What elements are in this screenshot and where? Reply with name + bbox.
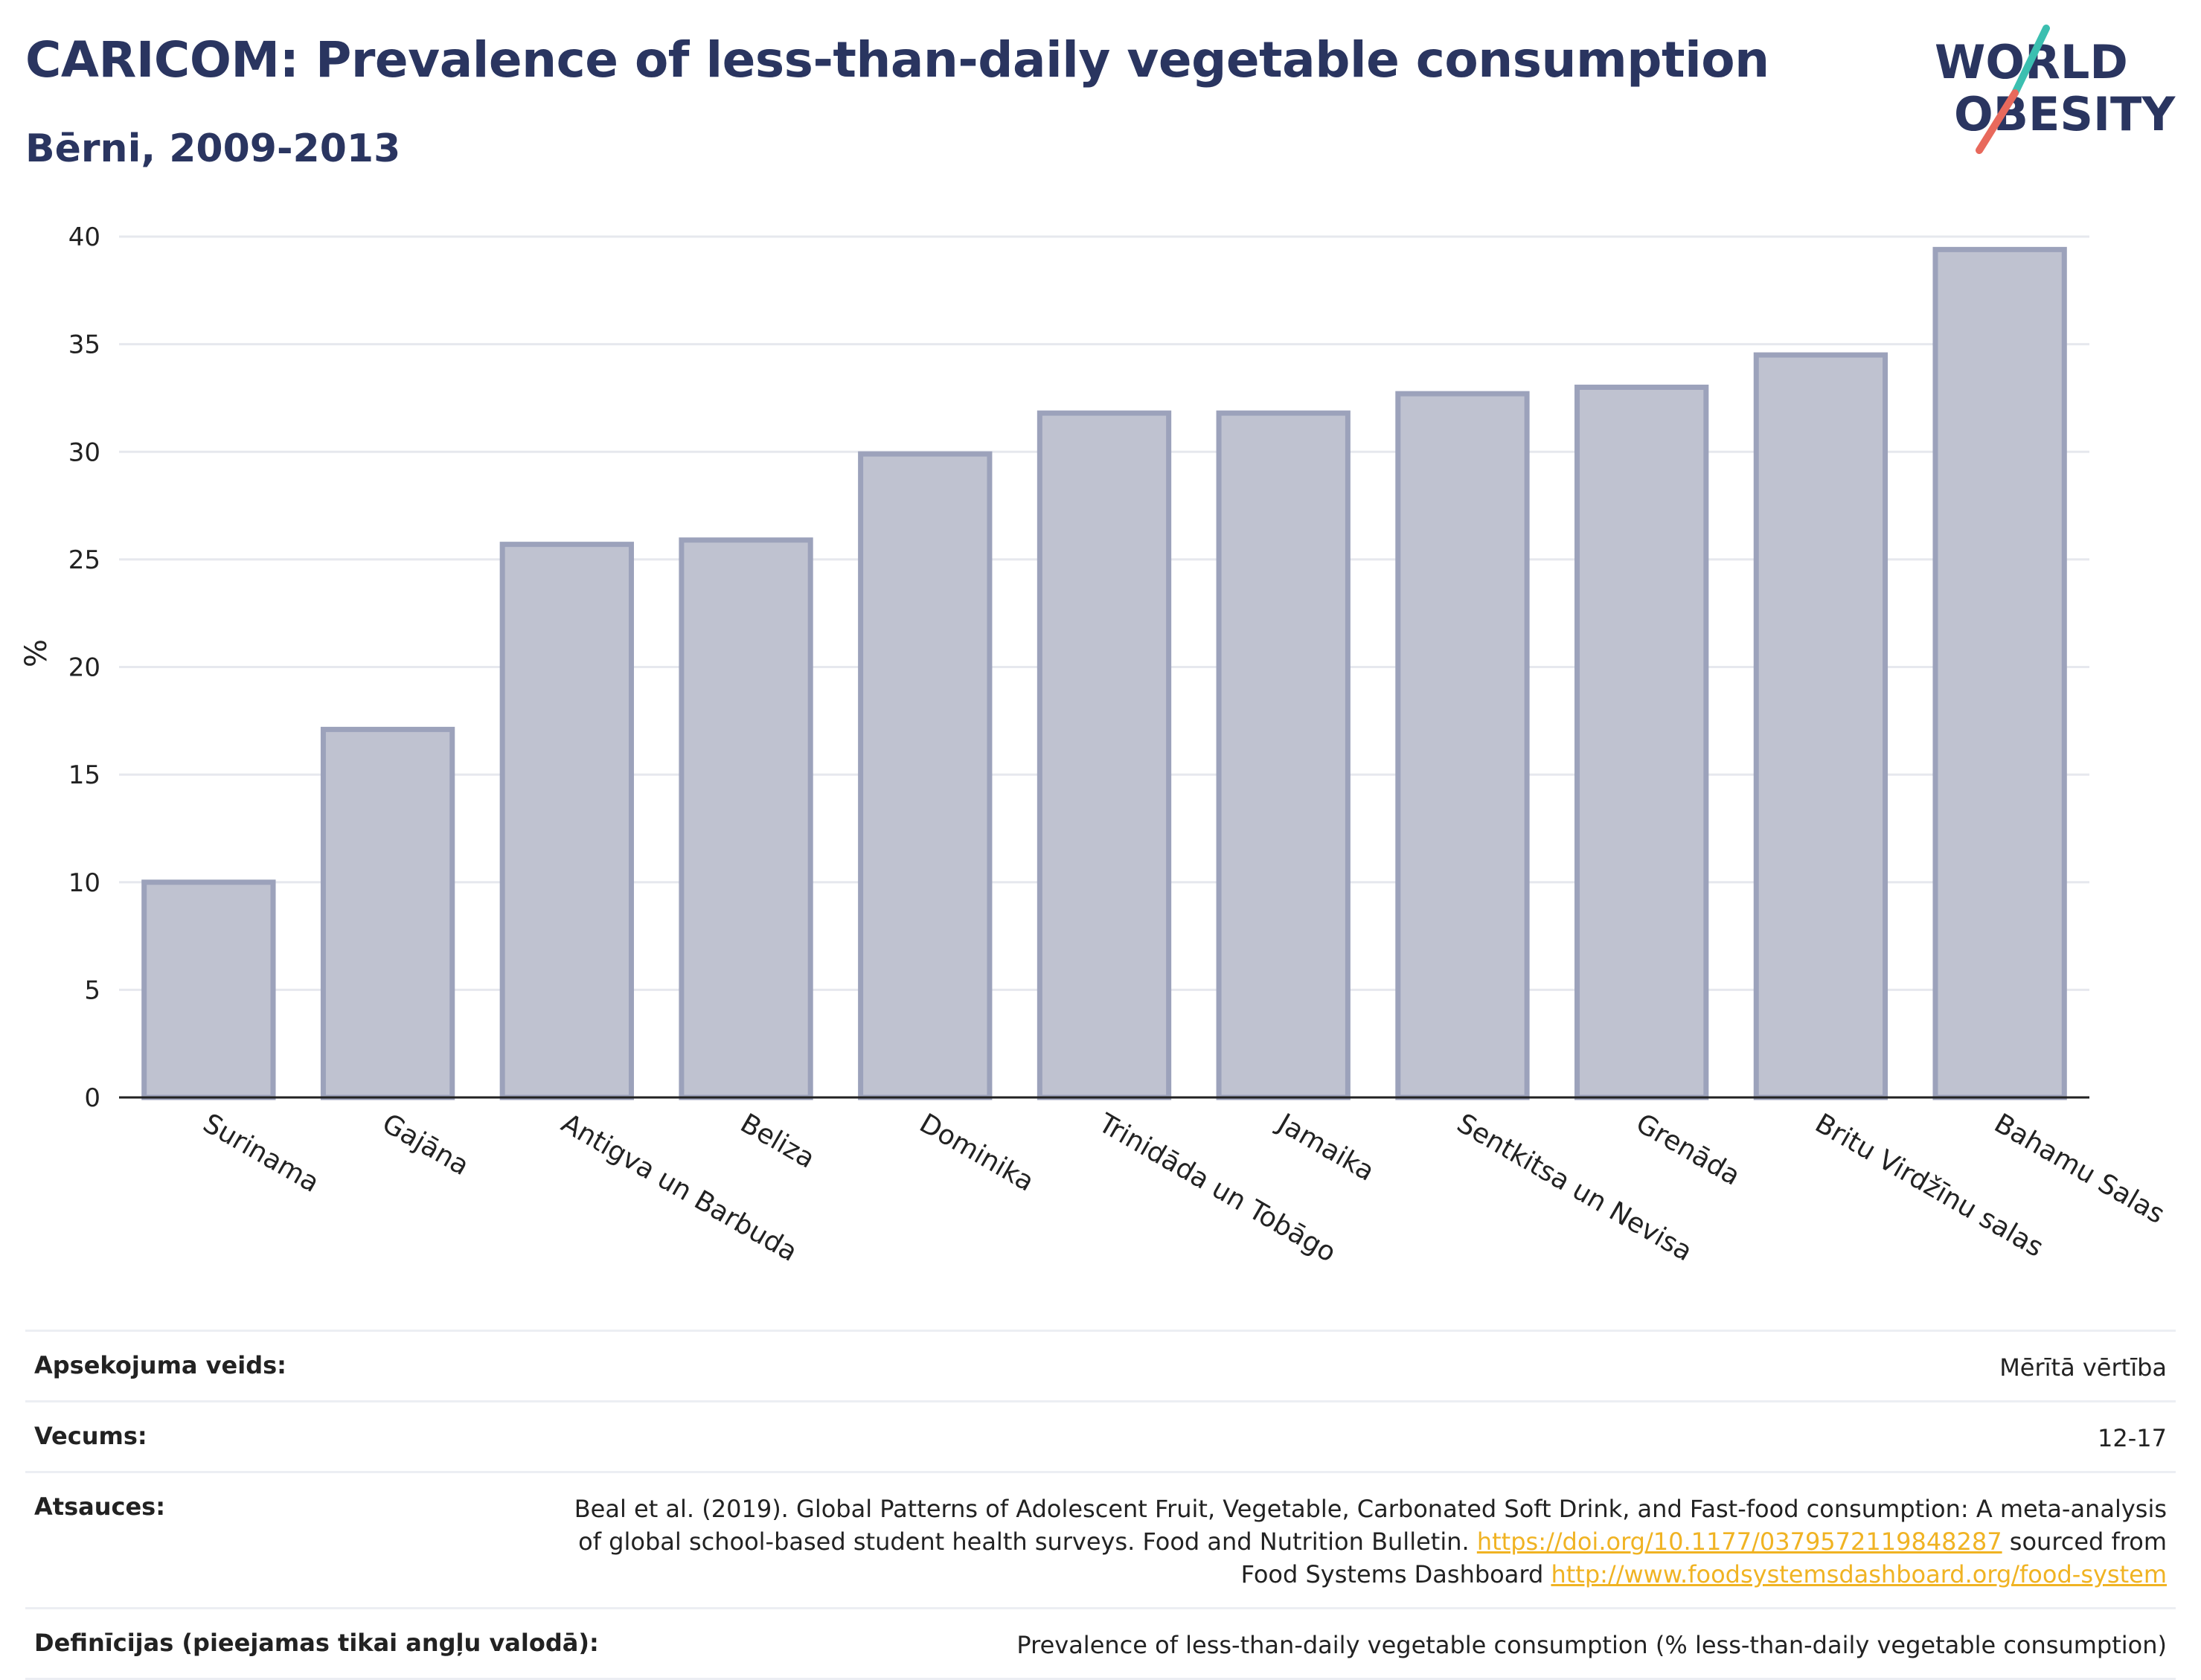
y-tick-label: 30 bbox=[68, 437, 100, 467]
meta-value-survey-type: Mērītā vērtība bbox=[1999, 1353, 2167, 1382]
bar bbox=[1395, 391, 1530, 1100]
x-tick-label: Surinama bbox=[198, 1108, 324, 1199]
y-axis-label: % bbox=[19, 639, 54, 667]
bar bbox=[141, 879, 276, 1100]
meta-row-definitions: Definīcijas (pieejamas tikai angļu valod… bbox=[25, 1607, 2176, 1680]
reference-text: Beal et al. (2019). Global Patterns of A… bbox=[574, 1495, 2167, 1556]
bar bbox=[1037, 410, 1172, 1100]
x-tick-label: Beliza bbox=[735, 1108, 820, 1174]
chart-subtitle: Bērni, 2009-2013 bbox=[25, 126, 401, 171]
meta-label-definitions: Definīcijas (pieejamas tikai angļu valod… bbox=[34, 1629, 599, 1657]
meta-value-definitions: Prevalence of less-than-daily vegetable … bbox=[1016, 1631, 2167, 1659]
y-tick-label: 15 bbox=[68, 760, 100, 790]
reference-source-text: sourced from Food Systems Dashboard bbox=[1240, 1527, 2167, 1588]
meta-label-age: Vecums: bbox=[34, 1422, 147, 1450]
y-tick-label: 25 bbox=[68, 545, 100, 575]
x-tick-label: Jamaika bbox=[1271, 1107, 1379, 1187]
chart-title: CARICOM: Prevalence of less-than-daily v… bbox=[25, 31, 1769, 89]
meta-row-age: Vecums: 12-17 bbox=[25, 1400, 2176, 1471]
bar bbox=[499, 542, 634, 1100]
y-tick-label: 20 bbox=[68, 653, 100, 683]
x-tick-label: Bahamu Salas bbox=[1989, 1108, 2170, 1230]
x-tick-label: Gajāna bbox=[377, 1108, 474, 1182]
bars bbox=[141, 246, 2067, 1100]
bar bbox=[858, 451, 993, 1100]
logo-slash-top-icon bbox=[2011, 25, 2050, 97]
bar bbox=[1932, 246, 2067, 1100]
meta-value-age: 12-17 bbox=[2098, 1424, 2167, 1452]
y-tick-label: 0 bbox=[84, 1083, 100, 1113]
food-systems-dashboard-link[interactable]: http://www.foodsystemsdashboard.org/food… bbox=[1551, 1560, 2167, 1588]
bar bbox=[1216, 410, 1351, 1100]
meta-row-references: Atsauces: Beal et al. (2019). Global Pat… bbox=[25, 1471, 2176, 1607]
y-tick-label: 5 bbox=[84, 975, 100, 1005]
bar bbox=[679, 537, 813, 1100]
y-tick-label: 40 bbox=[68, 222, 100, 252]
x-tick-label: Grenāda bbox=[1631, 1108, 1746, 1191]
metadata-table: Apsekojuma veids: Mērītā vērtība Vecums:… bbox=[25, 1330, 2176, 1680]
bar bbox=[1574, 384, 1709, 1100]
y-tick-label: 35 bbox=[68, 330, 100, 360]
bar bbox=[320, 726, 455, 1100]
meta-label-references: Atsauces: bbox=[34, 1493, 165, 1521]
bar bbox=[1753, 352, 1888, 1100]
y-tick-label: 10 bbox=[68, 868, 100, 898]
world-obesity-logo: WORLD OBESITY bbox=[1935, 25, 2176, 154]
x-tick-label: Dominika bbox=[914, 1108, 1039, 1197]
doi-link[interactable]: https://doi.org/10.1177/0379572119848287 bbox=[1476, 1527, 2002, 1556]
logo-slash-bottom-icon bbox=[1976, 89, 2019, 154]
y-tick-labels: 0 5 10 15 20 25 30 35 40 bbox=[68, 222, 100, 1113]
meta-value-references: Beal et al. (2019). Global Patterns of A… bbox=[560, 1493, 2167, 1591]
meta-label-survey-type: Apsekojuma veids: bbox=[34, 1351, 286, 1379]
meta-row-survey-type: Apsekojuma veids: Mērītā vērtība bbox=[25, 1330, 2176, 1400]
